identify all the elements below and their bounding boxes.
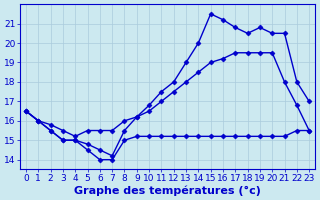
X-axis label: Graphe des températures (°c): Graphe des températures (°c) [74,185,261,196]
